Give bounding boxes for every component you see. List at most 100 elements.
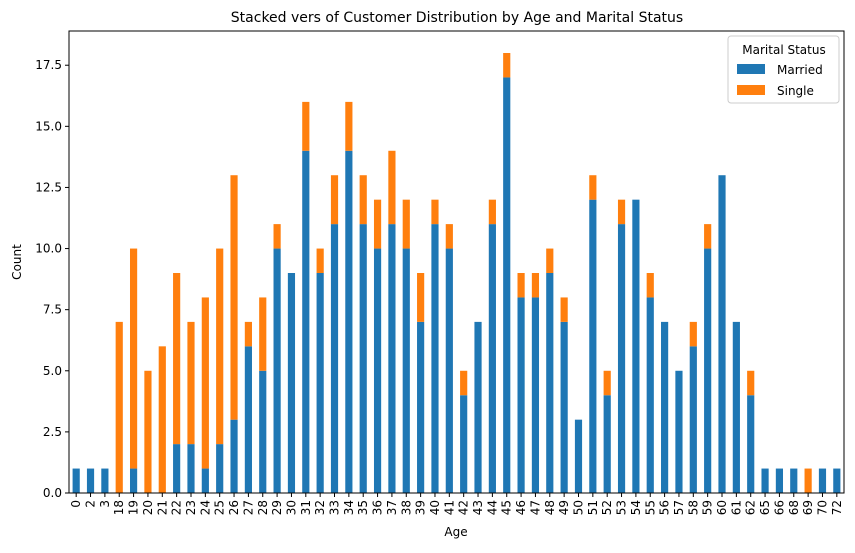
x-tick-label: 30: [284, 500, 298, 515]
bar-single-age-36: [373, 199, 382, 249]
y-tick-label: 15.0: [35, 119, 62, 133]
bar-married-age-46: [517, 297, 525, 493]
x-tick-label: 35: [356, 500, 370, 515]
x-tick-label: 45: [500, 500, 514, 515]
bar-married-age-57: [675, 370, 683, 493]
legend-swatch-single: [737, 85, 765, 95]
bar-married-age-33: [330, 224, 339, 493]
x-tick-label: 51: [586, 500, 600, 515]
bar-married-age-43: [474, 321, 482, 493]
y-axis: 0.0 2.5 5.0 7.5 10.0 12.5 15.0 17.5: [35, 58, 69, 500]
bar-married-age-39: [417, 321, 425, 493]
x-tick-label: 21: [155, 500, 169, 515]
bar-married-age-54: [632, 199, 640, 493]
y-tick-label: 0.0: [43, 486, 62, 500]
x-tick-label: 38: [399, 500, 413, 515]
x-tick-label: 27: [241, 500, 255, 515]
bar-married-age-65: [761, 468, 769, 493]
x-tick-label: 65: [758, 500, 772, 515]
x-tick-label: 39: [414, 500, 428, 515]
bar-married-age-30: [287, 273, 296, 493]
bar-single-age-20: [144, 370, 152, 493]
bar-single-age-33: [330, 175, 339, 225]
x-tick-label: 52: [600, 500, 614, 515]
bar-married-age-28: [259, 370, 267, 493]
x-tick-label: 29: [270, 500, 284, 515]
bar-single-age-25: [216, 248, 224, 445]
bar-married-age-36: [373, 248, 382, 493]
x-tick-label: 54: [629, 500, 643, 515]
y-tick-label: 5.0: [43, 364, 62, 378]
bar-single-age-27: [244, 321, 252, 347]
x-axis: 0 2 3 18 19 20 21 22 23 24 25 26 27 28 29 30 31 32 33 34 35 3…: [69, 493, 844, 515]
y-tick-label: 7.5: [43, 303, 62, 317]
x-tick-label: 61: [729, 500, 743, 515]
x-tick-label: 25: [213, 500, 227, 515]
bar-married-age-24: [201, 468, 209, 493]
y-tick-label: 17.5: [35, 58, 62, 72]
bar-married-age-52: [603, 395, 611, 493]
x-tick-label: 24: [198, 500, 212, 515]
x-tick-label: 19: [127, 500, 141, 515]
bar-married-age-59: [704, 248, 712, 493]
bar-married-age-26: [230, 419, 238, 493]
bar-married-age-53: [617, 224, 626, 493]
x-tick-label: 44: [485, 500, 499, 515]
bar-single-age-39: [417, 273, 425, 322]
bar-married-age-0: [72, 468, 80, 493]
bar-married-age-61: [732, 321, 740, 493]
y-axis-label: Count: [10, 244, 24, 280]
bar-married-age-51: [589, 199, 597, 493]
bar-single-age-41: [445, 224, 453, 249]
y-tick-label: 12.5: [35, 180, 62, 194]
x-tick-label: 49: [557, 500, 571, 515]
bar-married-age-50: [574, 419, 583, 493]
bar-married-age-38: [402, 248, 410, 493]
bar-single-age-37: [388, 150, 396, 225]
x-tick-label: 60: [715, 500, 729, 515]
x-tick-label: 32: [313, 500, 327, 515]
x-tick-label: 53: [615, 500, 629, 515]
x-tick-label: 26: [227, 500, 241, 515]
legend: Marital Status Married Single: [727, 35, 840, 104]
bar-married-age-49: [560, 321, 568, 493]
x-tick-label: 48: [543, 500, 557, 515]
bar-married-age-72: [833, 468, 841, 493]
bar-married-age-32: [316, 273, 324, 493]
bar-single-age-29: [273, 224, 281, 249]
bar-married-age-40: [431, 224, 439, 493]
x-tick-label: 55: [643, 500, 657, 515]
x-tick-label: 18: [112, 500, 126, 515]
bar-single-age-52: [603, 370, 611, 396]
bar-single-age-49: [560, 297, 568, 322]
bar-single-age-28: [259, 297, 267, 371]
bar-single-age-22: [173, 273, 181, 445]
bar-married-age-55: [646, 297, 654, 493]
x-tick-label: 42: [457, 500, 471, 515]
x-tick-label: 70: [815, 500, 829, 515]
bar-single-age-69: [804, 468, 812, 493]
x-tick-label: 40: [428, 500, 442, 515]
bar-single-age-24: [201, 297, 209, 469]
bar-married-age-60: [718, 175, 726, 493]
y-tick-label: 2.5: [43, 425, 62, 439]
x-tick-label: 41: [442, 500, 456, 515]
bar-single-age-26: [230, 175, 238, 420]
bar-married-age-27: [244, 346, 252, 493]
bar-single-age-21: [158, 346, 166, 493]
bar-single-age-53: [617, 199, 626, 225]
bar-married-age-45: [503, 77, 511, 493]
bar-married-age-23: [187, 444, 195, 493]
bar-single-age-47: [531, 273, 540, 298]
bar-married-age-41: [445, 248, 453, 493]
bar-single-age-59: [704, 224, 712, 249]
bar-single-age-48: [546, 248, 554, 273]
x-tick-label: 23: [184, 500, 198, 515]
x-tick-label: 43: [471, 500, 485, 515]
bar-married-age-48: [546, 273, 554, 493]
bar-single-age-51: [589, 175, 597, 200]
chart-title: Stacked vers of Customer Distribution by…: [231, 10, 683, 26]
x-tick-label: 72: [830, 500, 844, 515]
x-tick-label: 56: [658, 500, 672, 515]
